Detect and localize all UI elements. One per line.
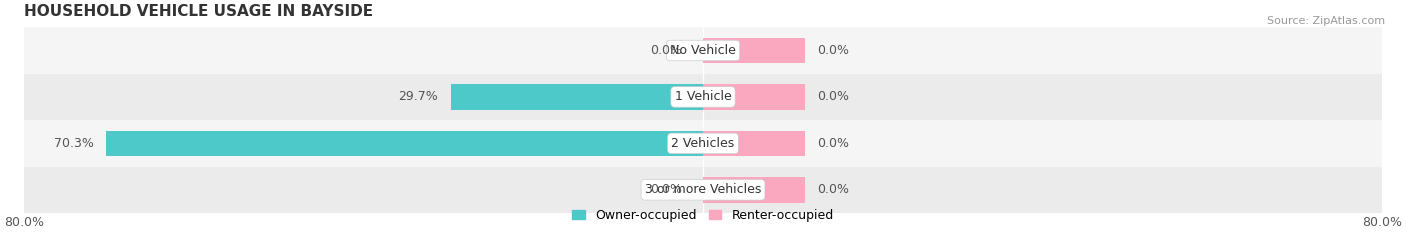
Text: 0.0%: 0.0% [650,183,682,196]
Bar [24,120,1382,167]
Bar [703,38,804,63]
Text: 0.0%: 0.0% [817,137,849,150]
Bar [24,167,1382,213]
Bar [703,84,804,110]
Text: 2 Vehicles: 2 Vehicles [672,137,734,150]
Bar [703,131,804,156]
Text: 0.0%: 0.0% [650,44,682,57]
Bar [24,27,1382,74]
Bar [107,131,703,156]
Text: 0.0%: 0.0% [817,183,849,196]
Text: 0.0%: 0.0% [817,90,849,103]
Bar [703,177,804,203]
Text: 70.3%: 70.3% [53,137,94,150]
Text: 1 Vehicle: 1 Vehicle [675,90,731,103]
Text: Source: ZipAtlas.com: Source: ZipAtlas.com [1267,16,1385,26]
Bar [451,84,703,110]
Text: No Vehicle: No Vehicle [671,44,735,57]
Bar [24,74,1382,120]
Text: 29.7%: 29.7% [398,90,439,103]
Text: 0.0%: 0.0% [817,44,849,57]
Text: HOUSEHOLD VEHICLE USAGE IN BAYSIDE: HOUSEHOLD VEHICLE USAGE IN BAYSIDE [24,4,373,19]
Legend: Owner-occupied, Renter-occupied: Owner-occupied, Renter-occupied [572,209,834,222]
Text: 3 or more Vehicles: 3 or more Vehicles [645,183,761,196]
